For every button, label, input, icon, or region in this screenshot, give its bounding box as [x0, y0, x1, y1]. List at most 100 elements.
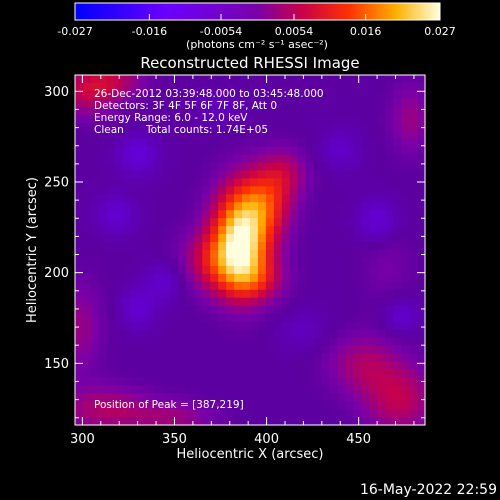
heatmap-cell: [234, 313, 243, 323]
heatmap-cell: [401, 210, 410, 219]
heatmap-cell: [401, 178, 410, 187]
heatmap-cell: [234, 385, 243, 394]
heatmap-cell: [257, 138, 267, 148]
heatmap-cell: [385, 130, 394, 140]
heatmap-cell: [329, 265, 339, 275]
heatmap-cell: [409, 154, 418, 164]
heatmap-cell: [361, 313, 370, 323]
heatmap-cell: [194, 186, 203, 195]
heatmap-cell: [250, 210, 259, 219]
heatmap-cell: [98, 82, 108, 92]
heatmap-cell: [178, 353, 187, 362]
heatmap-cell: [122, 289, 132, 299]
heatmap-cell: [369, 194, 378, 203]
heatmap-cell: [393, 297, 402, 307]
heatmap-cell: [82, 154, 92, 164]
heatmap-cell: [162, 170, 172, 179]
heatmap-cell: [337, 313, 347, 323]
heatmap-cell: [130, 257, 140, 267]
heatmap-cell: [417, 321, 426, 331]
heatmap-cell: [417, 82, 426, 92]
heatmap-cell: [130, 409, 140, 418]
heatmap-cell: [273, 154, 283, 164]
heatmap-cell: [138, 234, 148, 243]
heatmap-cell: [337, 385, 347, 394]
heatmap-cell: [353, 218, 362, 227]
heatmap-cell: [106, 242, 116, 251]
heatmap-cell: [329, 337, 339, 347]
heatmap-cell: [194, 226, 203, 235]
heatmap-cell: [337, 90, 347, 100]
heatmap-cell: [273, 417, 283, 426]
heatmap-cell: [178, 170, 187, 179]
heatmap-cell: [226, 98, 235, 108]
heatmap-cell: [369, 257, 378, 267]
heatmap-cell: [305, 265, 315, 275]
heatmap-cell: [146, 401, 156, 410]
heatmap-cell: [313, 329, 323, 339]
heatmap-cell: [337, 194, 347, 203]
heatmap-cell: [329, 345, 339, 354]
heatmap-cell: [122, 186, 132, 195]
heatmap-cell: [162, 130, 172, 140]
heatmap-cell: [146, 297, 156, 307]
heatmap-cell: [250, 218, 259, 227]
heatmap-cell: [218, 353, 227, 362]
heatmap-cell: [305, 178, 315, 187]
heatmap-cell: [146, 257, 156, 267]
heatmap-cell: [170, 138, 179, 148]
heatmap-cell: [130, 281, 140, 291]
heatmap-cell: [250, 345, 259, 354]
heatmap-cell: [170, 170, 179, 179]
heatmap-cell: [385, 377, 394, 386]
heatmap-cell: [273, 281, 283, 291]
heatmap-cell: [297, 218, 307, 227]
heatmap-cell: [273, 138, 283, 148]
heatmap-cell: [393, 409, 402, 418]
heatmap-cell: [321, 210, 331, 219]
heatmap-cell: [377, 122, 386, 132]
heatmap-cell: [417, 337, 426, 347]
heatmap-cell: [257, 98, 267, 108]
heatmap-cell: [393, 321, 402, 331]
heatmap-cell: [114, 305, 124, 315]
heatmap-cell: [90, 210, 100, 219]
heatmap-cell: [170, 305, 179, 315]
heatmap-cell: [417, 170, 426, 179]
heatmap-cell: [385, 345, 394, 354]
heatmap-cell: [218, 321, 227, 331]
heatmap-cell: [409, 289, 418, 299]
heatmap-cell: [122, 226, 132, 235]
heatmap-cell: [265, 273, 275, 283]
heatmap-cell: [313, 146, 323, 156]
heatmap-cell: [75, 257, 84, 267]
heatmap-cell: [369, 114, 378, 124]
heatmap-cell: [289, 369, 299, 378]
heatmap-cell: [186, 377, 195, 386]
heatmap-cell: [242, 281, 251, 291]
heatmap-cell: [194, 138, 203, 148]
heatmap-cell: [281, 385, 291, 394]
heatmap-cell: [162, 369, 172, 378]
heatmap-cell: [250, 98, 259, 108]
heatmap-cell: [75, 218, 84, 227]
heatmap-cell: [138, 90, 148, 100]
heatmap-cell: [345, 106, 354, 116]
heatmap-cell: [401, 218, 410, 227]
heatmap-cell: [409, 162, 418, 172]
heatmap-cell: [305, 297, 315, 307]
heatmap-cell: [321, 162, 331, 172]
heatmap-cell: [257, 345, 267, 354]
heatmap-cell: [393, 106, 402, 116]
heatmap-cell: [385, 90, 394, 100]
heatmap-cell: [202, 297, 211, 307]
colorbar: -0.027 -0.016 -0.0054 0.0054 0.016 0.027 (pho…: [57, 2, 456, 51]
heatmap-cell: [234, 409, 243, 418]
heatmap-cell: [369, 202, 378, 211]
heatmap-cell: [297, 170, 307, 179]
heatmap-cell: [369, 281, 378, 291]
heatmap-cell: [226, 234, 235, 243]
heatmap-cell: [82, 281, 92, 291]
heatmap-cell: [337, 281, 347, 291]
heatmap-cell: [98, 210, 108, 219]
